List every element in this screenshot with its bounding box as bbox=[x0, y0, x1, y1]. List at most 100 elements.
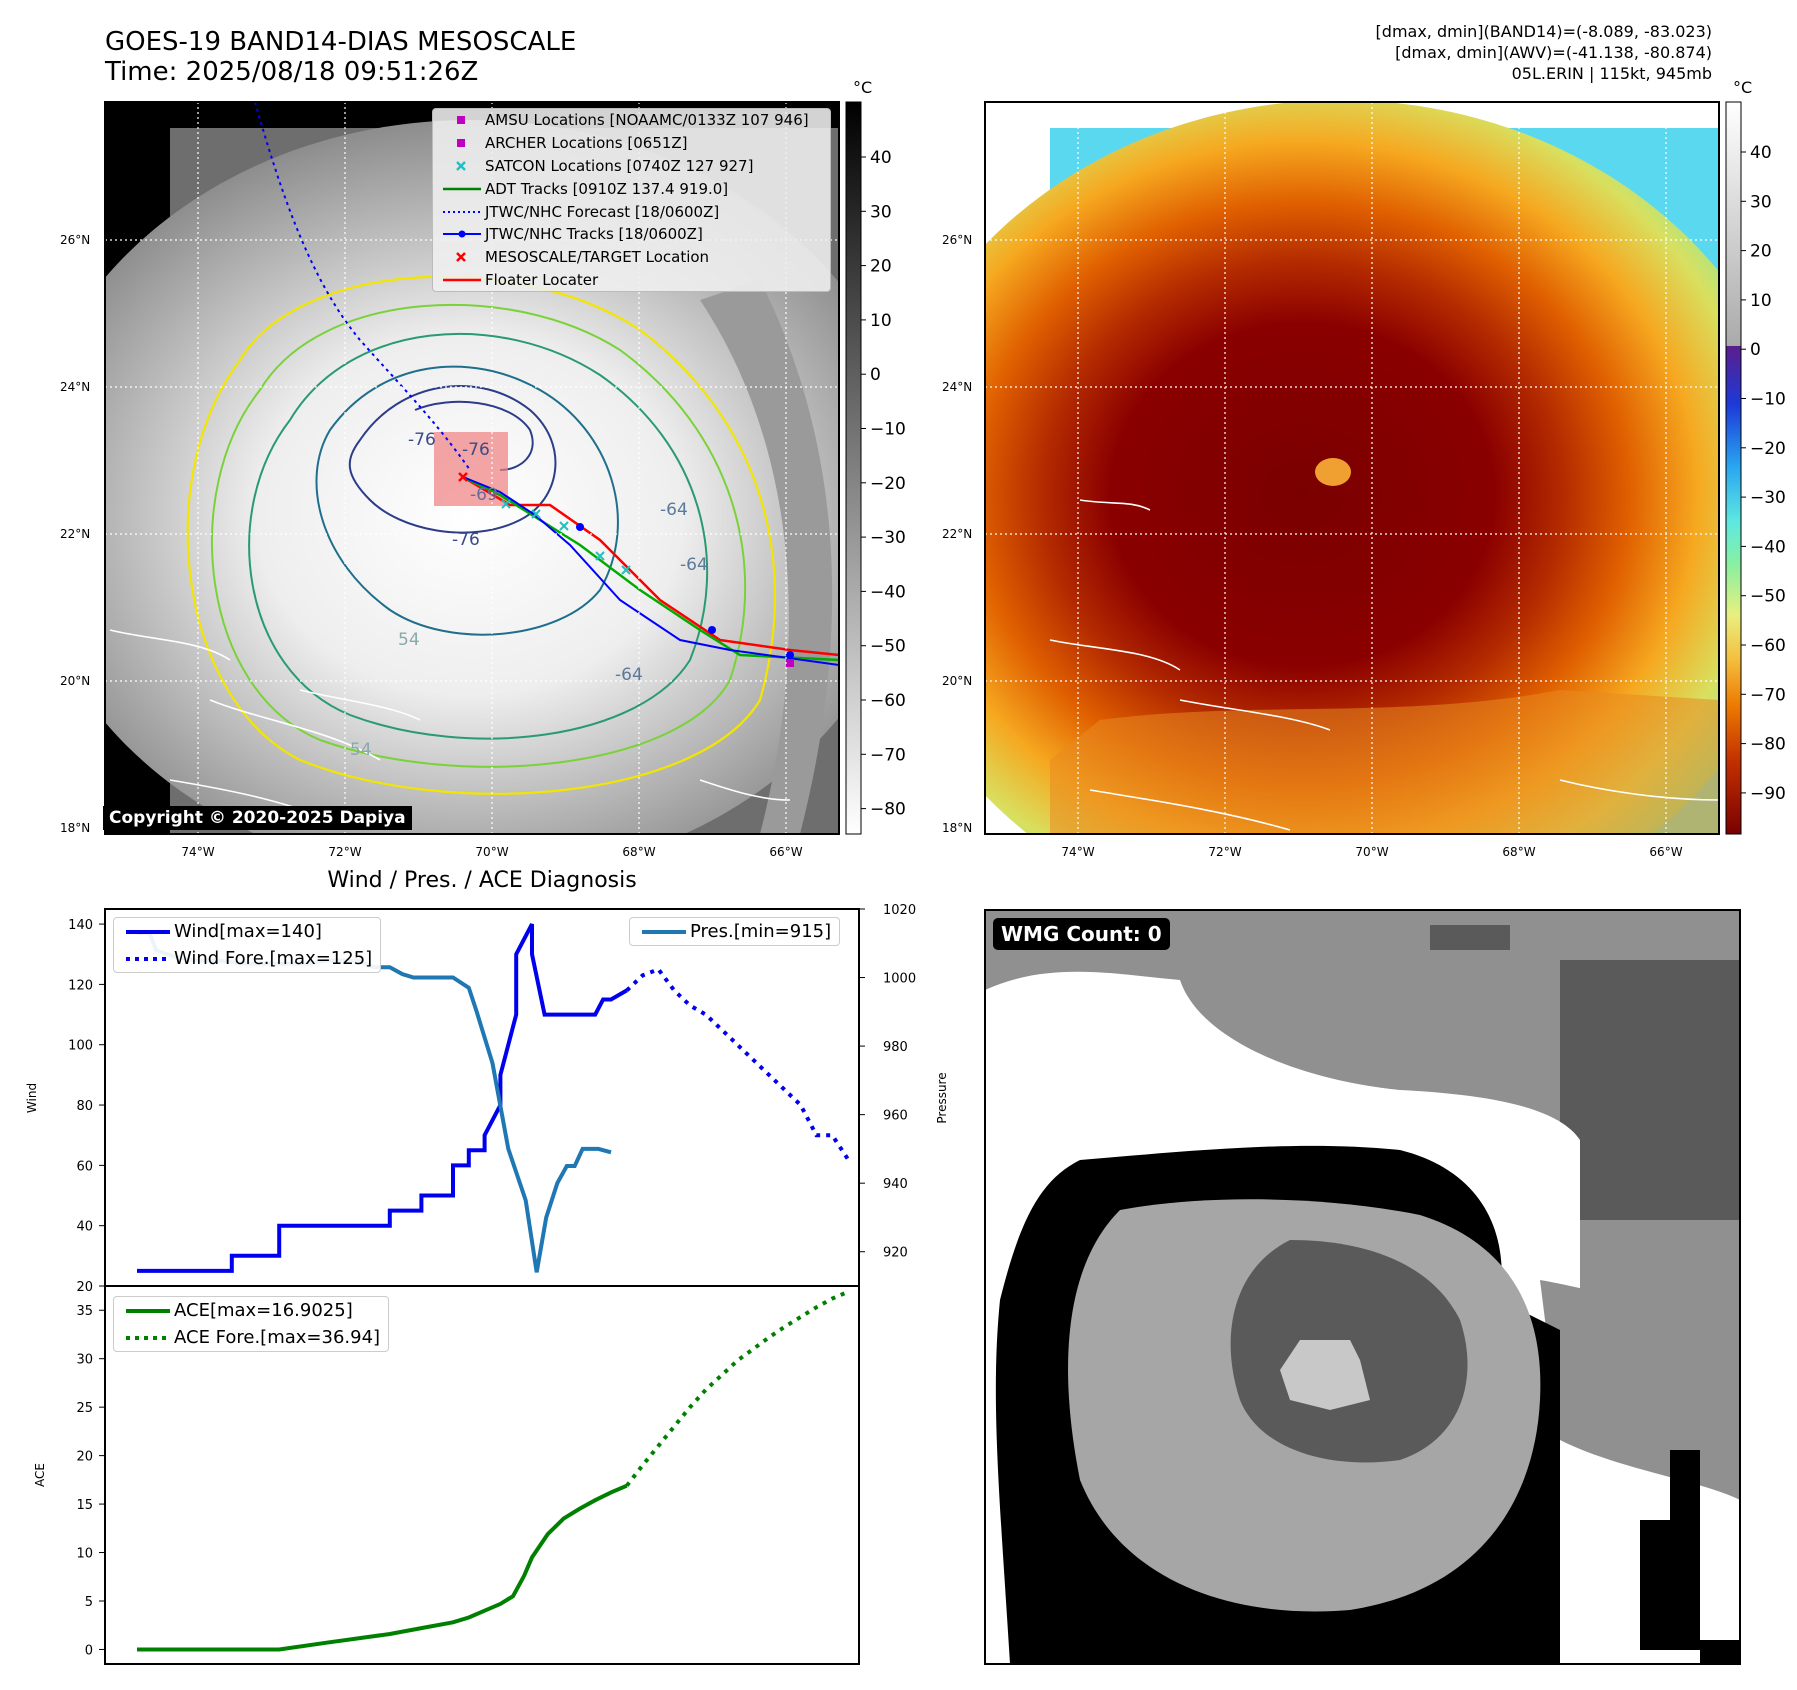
wmg-count-badge: WMG Count: 0 bbox=[993, 918, 1170, 950]
ir-legend-symbol bbox=[443, 230, 481, 238]
dmax-band14-info: [dmax, dmin](BAND14)=(-8.089, -83.023) bbox=[1375, 22, 1712, 41]
ir-legend-symbol bbox=[443, 278, 481, 282]
ir-lat-label: 22°N bbox=[60, 527, 90, 541]
ir-legend-label: MESOSCALE/TARGET Location bbox=[485, 248, 710, 267]
ir-legend-item: JTWC/NHC Forecast [18/0600Z] bbox=[433, 200, 830, 223]
ace-y-tick-label: 5 bbox=[85, 1595, 93, 1610]
awv-southern-band bbox=[1050, 690, 1719, 834]
ir-colorbar-tick-label: −30 bbox=[870, 528, 906, 548]
awv-colorbar-tick-label: −10 bbox=[1750, 390, 1786, 410]
awv-frame bbox=[984, 101, 1720, 835]
ir-legend-symbol bbox=[456, 161, 466, 171]
ir-legend-item: MESOSCALE/TARGET Location bbox=[433, 246, 830, 269]
ir-legend-item: JTWC/NHC Tracks [18/0600Z] bbox=[433, 223, 830, 246]
map-axis-labels: 26°N 26°N 24°N 24°N 22°N 22°N 20°N 20°N 18°N 18°N… bbox=[60, 233, 1683, 859]
ace-y-tick-label: 25 bbox=[76, 1401, 93, 1416]
copyright-label: Copyright © 2020-2025 Dapiya bbox=[103, 806, 412, 830]
ace-legend-label: ACE[max=16.9025] bbox=[174, 1300, 353, 1321]
ir-legend-symbol bbox=[457, 139, 465, 148]
ir-legend-symbol bbox=[457, 116, 465, 125]
pressure-y-tick-label: 920 bbox=[883, 1246, 908, 1261]
awv-lon-label: 72°W bbox=[1208, 845, 1241, 859]
ir-colorbar-tick-label: −50 bbox=[870, 637, 906, 657]
awv-lat-label: 18°N bbox=[942, 821, 972, 835]
awv-lat-label: 20°N bbox=[942, 674, 972, 688]
contour-label: -64 bbox=[660, 500, 688, 520]
ace-y-tick-label: 10 bbox=[76, 1547, 93, 1562]
storm-info: 05L.ERIN | 115kt, 945mb bbox=[1511, 64, 1712, 83]
awv-image-panel bbox=[985, 102, 1719, 834]
pressure-axis-label: Pressure bbox=[935, 1072, 949, 1123]
awv-colorbar-tick-label: 10 bbox=[1750, 291, 1772, 311]
ir-colorbar-tick-label: −80 bbox=[870, 800, 906, 820]
awv-lon-label: 74°W bbox=[1061, 845, 1094, 859]
jtwc-track-point bbox=[576, 523, 584, 531]
ir-colorbar-tick-label: 20 bbox=[870, 257, 892, 277]
ir-legend-symbol bbox=[443, 187, 481, 191]
ir-colorbar-tick-label: 40 bbox=[870, 148, 892, 168]
ace-plot: 35 30 25 20 15 10 5 0 bbox=[76, 1289, 849, 1658]
ir-lon-label: 74°W bbox=[181, 845, 214, 859]
awv-colorbar-tick-label: −60 bbox=[1750, 636, 1786, 656]
awv-colorbar-tick-label: −40 bbox=[1750, 537, 1786, 557]
wind-legend-label: Wind[max=140] bbox=[174, 921, 322, 942]
ir-lat-label: 20°N bbox=[60, 674, 90, 688]
wind-series-line bbox=[137, 923, 628, 1273]
contour-label: -76 bbox=[462, 440, 490, 460]
ir-colorbar-tick-label: −20 bbox=[870, 474, 906, 494]
awv-colorbar-tick-label: −90 bbox=[1750, 784, 1786, 804]
wind-axis-label: Wind bbox=[25, 1083, 39, 1113]
jtwc-track-point bbox=[708, 626, 716, 634]
ace-y-tick-label: 15 bbox=[76, 1498, 93, 1513]
contour-light-green bbox=[211, 303, 747, 768]
jtwc-forecast-track bbox=[254, 102, 471, 471]
ace-y-tick-label: 30 bbox=[76, 1353, 93, 1368]
ir-colorbar-ticks: 40 30 20 10 0 −10 −20 −30 −40 −50 −60 −70 −80 bbox=[861, 148, 906, 820]
ir-legend-label: ADT Tracks [0910Z 137.4 919.0] bbox=[485, 179, 729, 198]
wmg-gray-region bbox=[1540, 1280, 1740, 1500]
ir-legend-symbol bbox=[456, 252, 466, 263]
ir-colorbar bbox=[845, 101, 862, 835]
ir-lon-label: 72°W bbox=[328, 845, 361, 859]
wind-y-tick-label: 100 bbox=[68, 1039, 93, 1054]
ir-legend-label: JTWC/NHC Forecast [18/0600Z] bbox=[485, 202, 720, 221]
diagnosis-title: Wind / Pres. / ACE Diagnosis bbox=[327, 868, 636, 893]
figure-time: Time: 2025/08/18 09:51:26Z bbox=[105, 57, 479, 87]
ir-legend: AMSU Locations [NOAAMC/0133Z 107 946] ARC… bbox=[432, 108, 831, 293]
awv-colorbar-ticks: 40 30 20 10 0 −10 −20 −30 −40 −50 −60 −70 −80 −90 bbox=[1741, 143, 1786, 804]
amsu-location bbox=[786, 659, 794, 667]
contour-label: 54 bbox=[398, 630, 420, 650]
wind-y-tick-label: 40 bbox=[76, 1220, 93, 1235]
awv-colorbar-tick-label: −80 bbox=[1750, 735, 1786, 755]
ir-legend-symbol bbox=[443, 210, 481, 213]
awv-colorbar-tick-label: −20 bbox=[1750, 439, 1786, 459]
wmg-panel bbox=[985, 910, 1740, 1664]
ace-axis-label: ACE bbox=[33, 1463, 47, 1487]
wind-y-tick-label: 20 bbox=[76, 1280, 93, 1295]
awv-colorbar-unit: °C bbox=[1733, 78, 1753, 97]
contour-label: 54 bbox=[350, 740, 372, 760]
awv-lon-label: 66°W bbox=[1649, 845, 1682, 859]
ir-colorbar-tick-label: −10 bbox=[870, 420, 906, 440]
ir-colorbar-tick-label: 0 bbox=[870, 365, 881, 385]
wmg-dark-block bbox=[1430, 925, 1510, 950]
ir-legend-label: ARCHER Locations [0651Z] bbox=[485, 134, 688, 153]
pressure-y-tick-label: 940 bbox=[883, 1177, 908, 1192]
satcon-locations bbox=[501, 499, 631, 575]
awv-storm bbox=[985, 102, 1719, 834]
ir-colorbar-tick-label: −60 bbox=[870, 691, 906, 711]
ir-frame bbox=[104, 101, 840, 835]
wind-legend: Wind[max=140] Wind Fore.[max=125] bbox=[113, 917, 382, 973]
wmg-frame bbox=[984, 909, 1741, 1665]
ir-colorbar-unit: °C bbox=[853, 78, 873, 97]
awv-gridlines bbox=[985, 102, 1719, 834]
ir-legend-label: JTWC/NHC Tracks [18/0600Z] bbox=[485, 225, 703, 244]
pressure-legend-label: Pres.[min=915] bbox=[690, 921, 832, 942]
contour-blue-teal bbox=[315, 365, 619, 636]
ir-lon-label: 68°W bbox=[622, 845, 655, 859]
awv-lon-label: 70°W bbox=[1355, 845, 1388, 859]
wmg-black-band bbox=[1670, 1450, 1700, 1650]
awv-colorbar-tick-label: −50 bbox=[1750, 587, 1786, 607]
ir-legend-item: ARCHER Locations [0651Z] bbox=[433, 132, 830, 155]
pressure-y-tick-label: 1020 bbox=[883, 903, 916, 918]
